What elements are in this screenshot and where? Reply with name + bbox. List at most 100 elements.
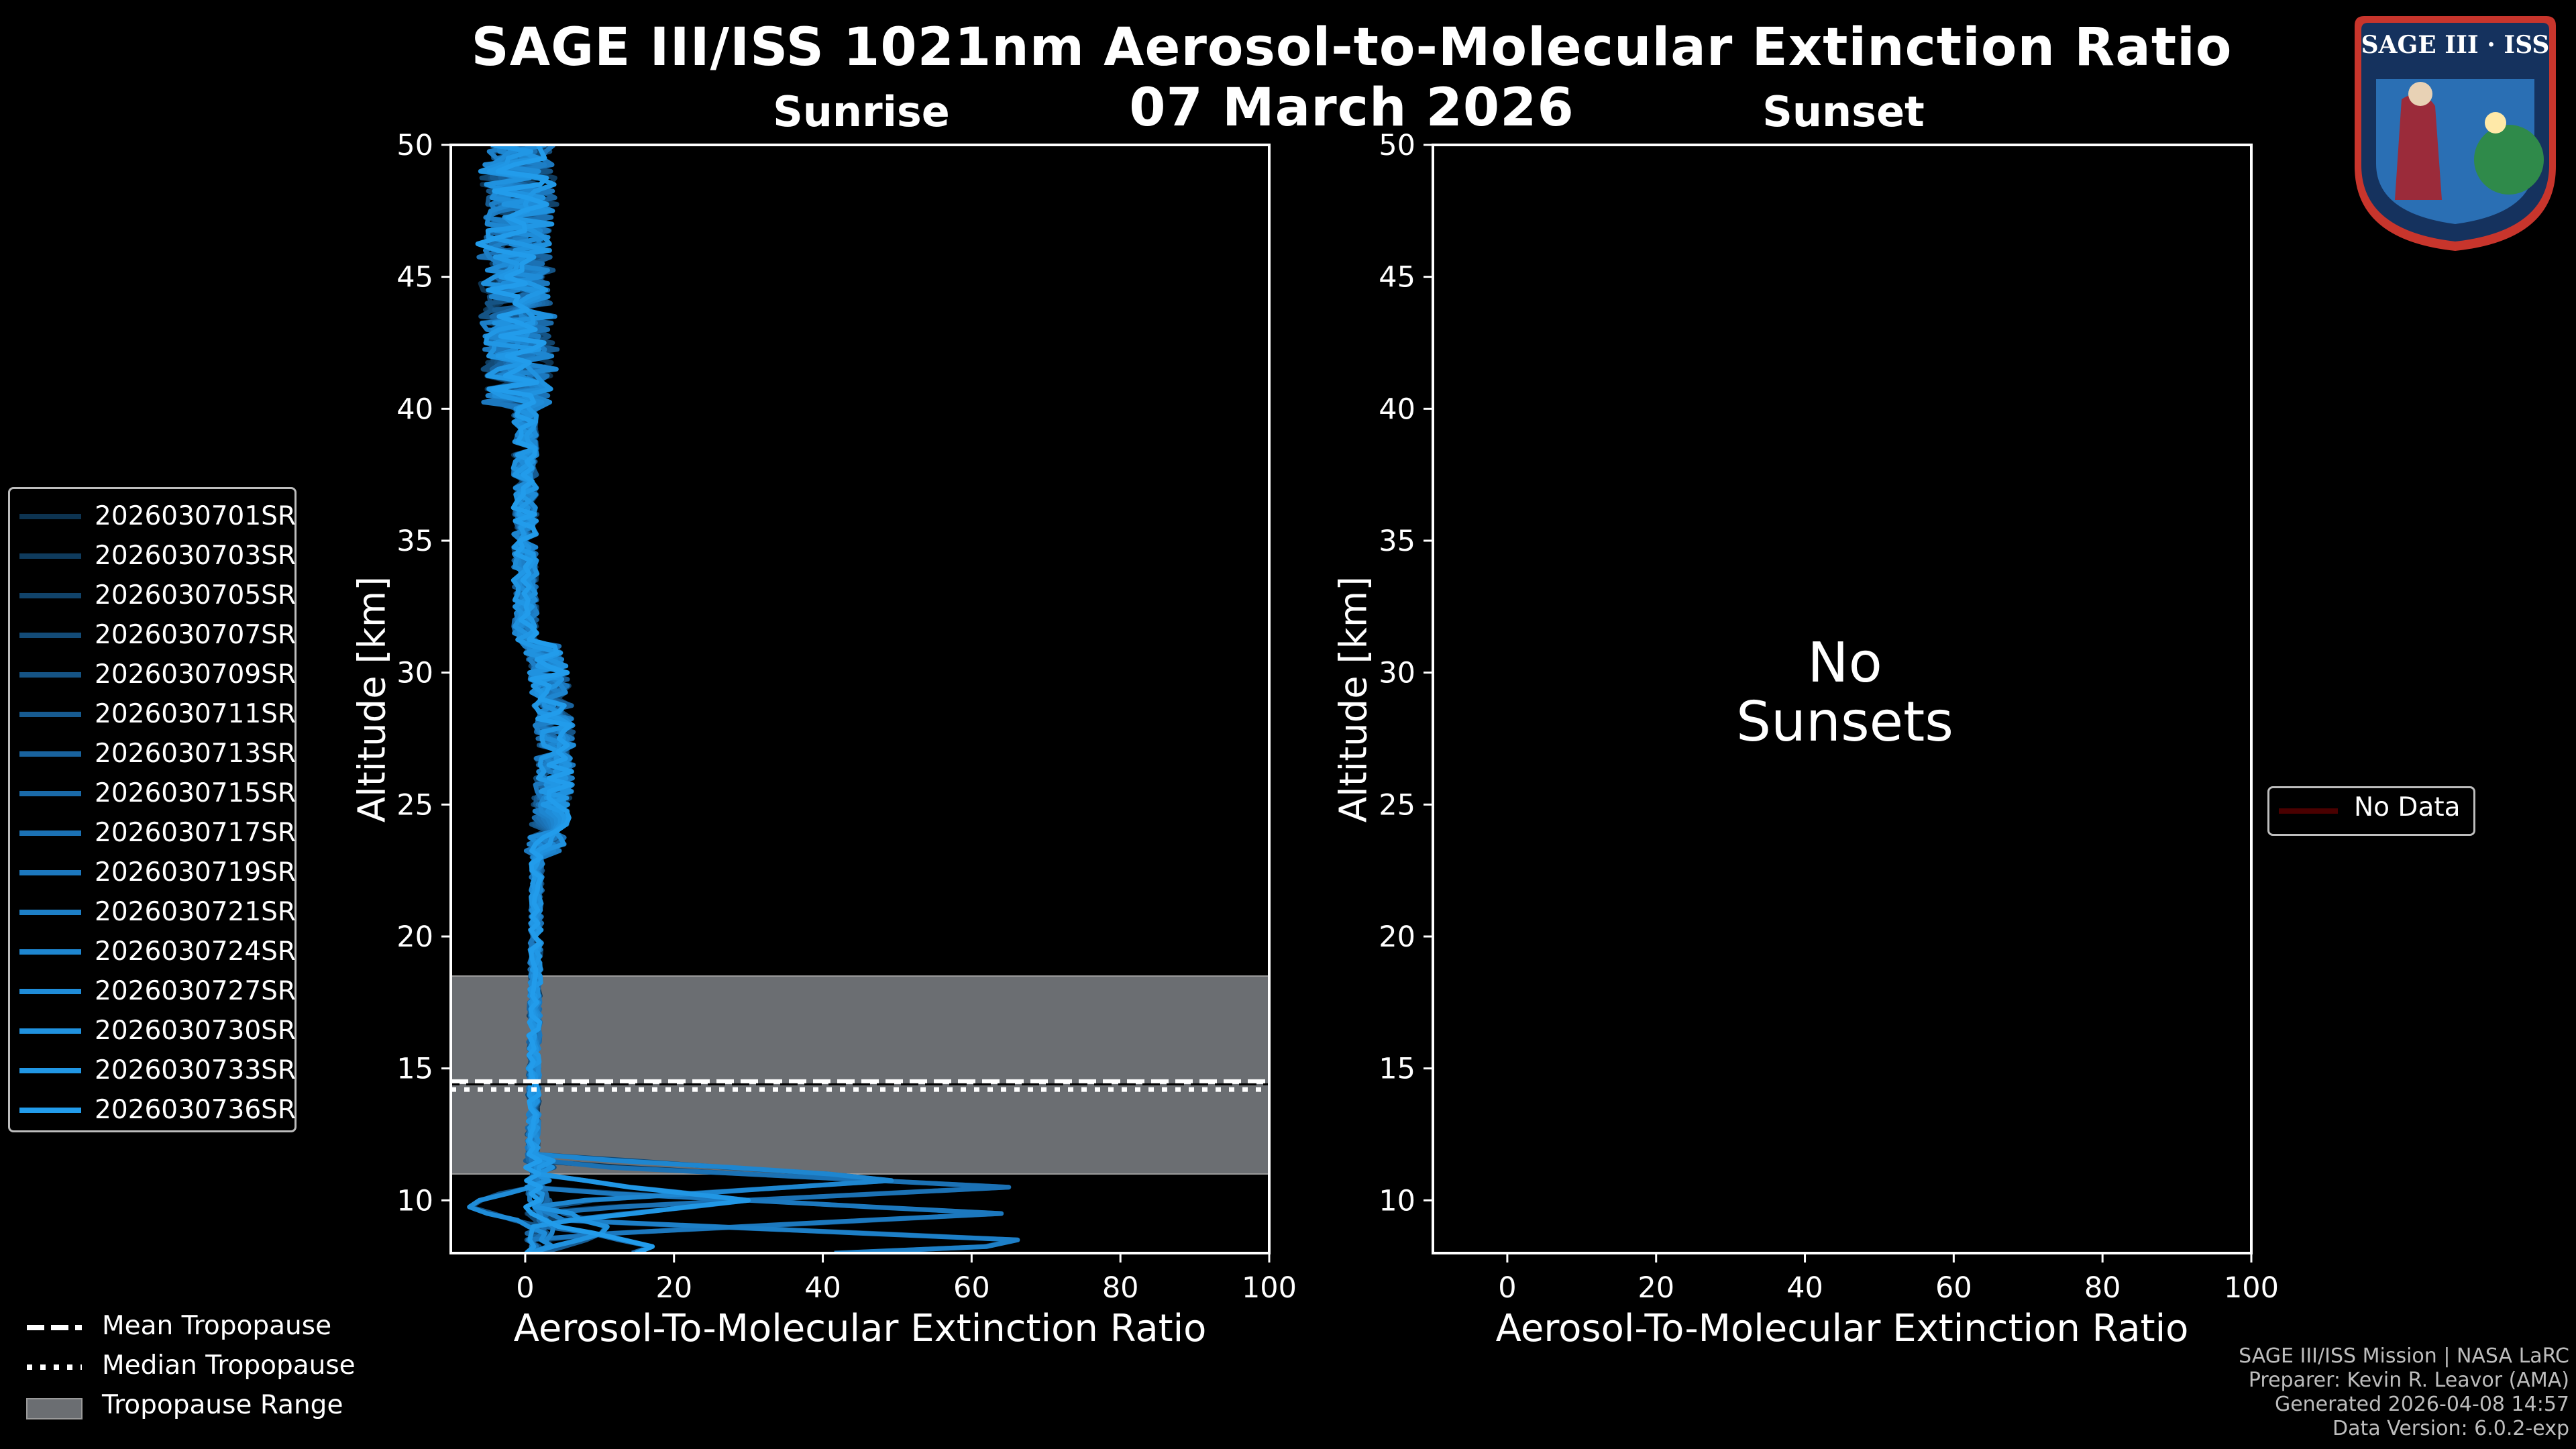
sunrise-y-tick-label: 25 — [396, 788, 433, 822]
legend-item: 2026030733SR — [10, 1051, 296, 1090]
legend-swatch — [19, 633, 81, 638]
legend-item: 2026030721SR — [10, 893, 296, 932]
median-tropopause-label: Median Tropopause — [102, 1350, 356, 1381]
logo-text: SAGE III · ISS — [2361, 31, 2550, 59]
sunset-y-tick-label: 15 — [1379, 1053, 1415, 1086]
legend-item: 2026030715SR — [10, 774, 296, 813]
sunrise-profiles — [467, 145, 1020, 1253]
legend-label: 2026030707SR — [95, 620, 296, 650]
legend-label: 2026030701SR — [95, 501, 296, 531]
sunrise-x-tick-label: 0 — [516, 1271, 534, 1305]
sunset-panel-title: Sunset — [1762, 87, 1925, 136]
sage-iss-mission-logo: SAGE III · ISS — [2341, 12, 2569, 254]
legend-item: 2026030727SR — [10, 972, 296, 1011]
sunrise-panel-title: Sunrise — [773, 87, 950, 136]
no-data-swatch — [2279, 808, 2338, 814]
legend-item: 2026030711SR — [10, 695, 296, 734]
sunset-y-tick-label: 35 — [1379, 525, 1415, 558]
sunset-x-tick-label: 20 — [1638, 1271, 1674, 1305]
legend-label: 2026030705SR — [95, 580, 296, 610]
legend-label: 2026030721SR — [95, 897, 296, 927]
legend-swatch — [19, 910, 81, 915]
footer-version: Data Version: 6.0.2-exp — [2332, 1417, 2569, 1440]
legend-label: 2026030736SR — [95, 1095, 296, 1125]
tropopause-range-swatch — [26, 1398, 83, 1419]
legend-label: 2026030713SR — [95, 739, 296, 769]
legend-swatch — [19, 553, 81, 559]
legend-swatch — [19, 989, 81, 994]
sunrise-y-tick-label: 40 — [396, 392, 433, 426]
figure-title: SAGE III/ISS 1021nm Aerosol-to-Molecular… — [471, 17, 2233, 78]
sunset-axes-frame — [1432, 144, 2253, 1254]
sunrise-x-tick-label: 20 — [655, 1271, 692, 1305]
sunrise-x-tick-label: 40 — [804, 1271, 841, 1305]
sunset-legend: No Data — [2267, 786, 2475, 836]
sunrise-panel: 0 20 40 60 80 100 10 15 20 25 30 35 40 45 50 — [396, 129, 1297, 1305]
legend-item: 2026030717SR — [10, 814, 296, 853]
legend-item: 2026030709SR — [10, 655, 296, 694]
no-data-label: No Data — [2354, 792, 2461, 822]
sunrise-y-tick-label: 30 — [396, 657, 433, 690]
sunset-x-tick-label: 40 — [1786, 1271, 1823, 1305]
legend-swatch — [19, 949, 81, 955]
sunset-y-tick-label: 50 — [1379, 129, 1415, 162]
legend-item: 2026030730SR — [10, 1012, 296, 1051]
figure-date: 07 March 2026 — [1129, 78, 1574, 138]
legend-swatch — [19, 672, 81, 678]
legend-item: 2026030719SR — [10, 853, 296, 892]
legend-swatch — [19, 712, 81, 717]
legend-label: 2026030733SR — [95, 1055, 296, 1085]
sunrise-x-tick-label: 80 — [1102, 1271, 1139, 1305]
legend-item: 2026030701SR — [10, 497, 296, 536]
mean-tropopause-label: Mean Tropopause — [102, 1311, 332, 1341]
sunrise-y-tick-label: 10 — [396, 1184, 433, 1218]
tropopause-legend-swatches — [26, 1325, 83, 1419]
sunrise-ticks: 0 20 40 60 80 100 10 15 20 25 30 35 40 45 50 — [396, 129, 1297, 1305]
sunrise-y-axis-label: Altitude [km] — [350, 576, 394, 823]
legend-swatch — [19, 791, 81, 796]
sunset-y-tick-label: 45 — [1379, 261, 1415, 294]
sunset-x-tick-label: 80 — [2084, 1271, 2121, 1305]
sunset-y-axis-label: Altitude [km] — [1332, 576, 1376, 823]
legend-label: 2026030727SR — [95, 976, 296, 1006]
legend-label: 2026030703SR — [95, 541, 296, 571]
sunrise-y-tick-label: 45 — [396, 261, 433, 294]
sunset-y-tick-label: 30 — [1379, 657, 1415, 690]
legend-swatch — [19, 870, 81, 875]
legend-item: 2026030736SR — [10, 1091, 296, 1130]
sunset-ticks: 0 20 40 60 80 100 10 15 20 25 30 35 40 45 50 — [1379, 129, 2279, 1305]
legend-label: 2026030715SR — [95, 778, 296, 808]
sunrise-events-legend: 2026030701SR 2026030703SR 2026030705SR 2026… — [8, 487, 297, 1132]
legend-label: 2026030717SR — [95, 818, 296, 848]
footer-preparer: Preparer: Kevin R. Leavor (AMA) — [2248, 1368, 2569, 1392]
legend-item: 2026030707SR — [10, 616, 296, 655]
legend-swatch — [19, 830, 81, 836]
tropopause-lines — [451, 1079, 1269, 1092]
sunset-y-tick-label: 25 — [1379, 788, 1415, 822]
legend-label: 2026030730SR — [95, 1016, 296, 1046]
profile-line-2026030736SR — [475, 145, 655, 1253]
no-sunsets-message: No Sunsets — [1735, 631, 1954, 754]
legend-swatch — [19, 1108, 81, 1113]
sunrise-y-tick-label: 50 — [396, 129, 433, 162]
legend-swatch — [19, 514, 81, 519]
legend-label: 2026030709SR — [95, 659, 296, 690]
legend-swatch — [19, 1028, 81, 1034]
sunset-x-tick-label: 60 — [1935, 1271, 1972, 1305]
sunrise-x-tick-label: 60 — [953, 1271, 990, 1305]
legend-swatch — [19, 1068, 81, 1073]
sunset-x-tick-label: 0 — [1498, 1271, 1516, 1305]
legend-item: 2026030724SR — [10, 932, 296, 971]
sunset-y-tick-label: 20 — [1379, 920, 1415, 954]
legend-swatch — [19, 593, 81, 598]
footer-generated: Generated 2026-04-08 14:57 — [2274, 1393, 2569, 1416]
sunrise-y-tick-label: 35 — [396, 525, 433, 558]
sunrise-y-tick-label: 20 — [396, 920, 433, 954]
sunset-y-tick-label: 40 — [1379, 392, 1415, 426]
legend-label: 2026030719SR — [95, 857, 296, 888]
sunrise-x-axis-label: Aerosol-To-Molecular Extinction Ratio — [513, 1307, 1207, 1350]
mission-patch-icon — [2355, 16, 2556, 251]
legend-item: 2026030713SR — [10, 735, 296, 773]
sunrise-y-tick-label: 15 — [396, 1053, 433, 1086]
